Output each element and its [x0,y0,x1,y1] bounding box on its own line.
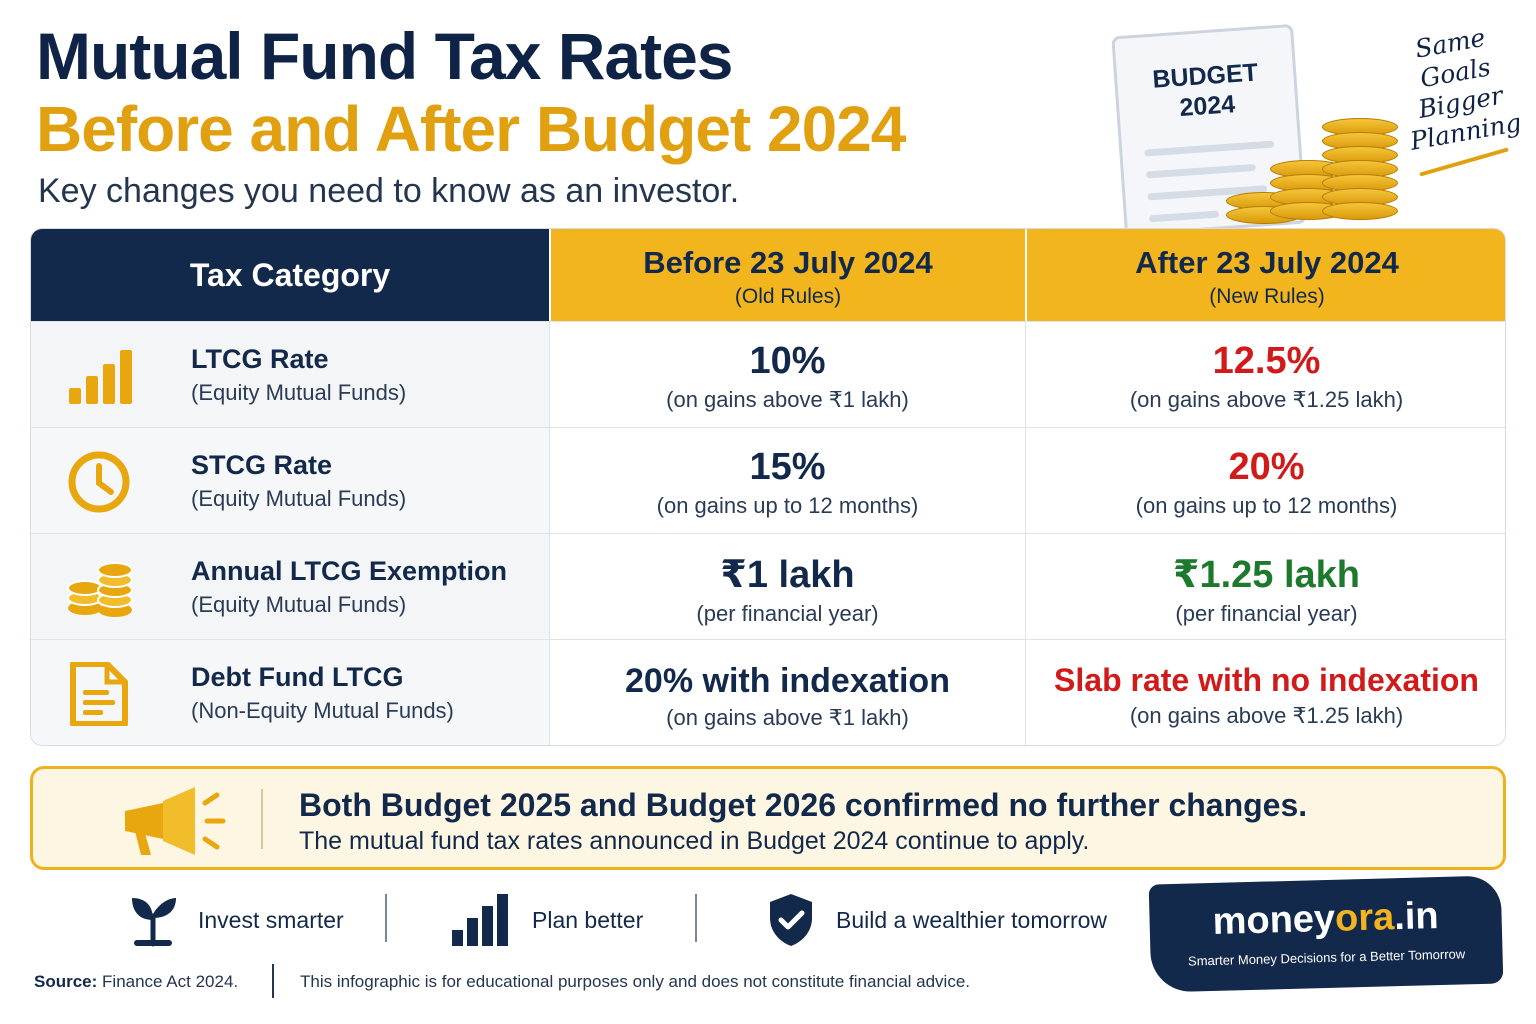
bar-chart-icon [69,350,132,404]
after-note: (per financial year) [1175,601,1358,626]
after-value: Slab rate with no indexation [1054,662,1479,698]
tagline-divider [385,894,387,942]
banner-title: Both Budget 2025 and Budget 2026 confirm… [299,787,1308,823]
footer-disclaimer: This infographic is for educational purp… [300,972,971,991]
header-after: After 23 July 2024 (New Rules) [1025,229,1505,321]
category-subtitle: (Equity Mutual Funds) [191,486,407,511]
before-cell: 15% (on gains up to 12 months) [549,428,1025,534]
category-cell: Debt Fund LTCG (Non-Equity Mutual Funds) [31,640,549,745]
tagline-label: Build a wealthier tomorrow [836,906,1108,933]
document-icon [70,662,128,726]
sprout-icon [132,898,176,947]
header-tax-category: Tax Category [31,229,549,321]
page-subtitle: Key changes you need to know as an inves… [38,172,740,210]
after-cell: 12.5% (on gains above ₹1.25 lakh) [1025,322,1505,428]
megaphone-icon [125,787,226,855]
table-header: Tax Category Before 23 July 2024 (Old Ru… [31,229,1505,321]
tax-comparison-table: Tax Category Before 23 July 2024 (Old Ru… [30,228,1506,746]
after-cell: 20% (on gains up to 12 months) [1025,428,1505,534]
before-cell: 20% with indexation (on gains above ₹1 l… [549,640,1025,745]
table-row: LTCG Rate (Equity Mutual Funds) 10% (on … [31,321,1505,428]
before-note: (on gains up to 12 months) [656,493,919,518]
table-row: Debt Fund LTCG (Non-Equity Mutual Funds)… [31,639,1505,745]
before-note: (on gains above ₹1 lakh) [666,387,909,412]
coin-stack-icon [1322,118,1398,220]
footer-source: Source: Finance Act 2024. [34,972,239,991]
category-name: Debt Fund LTCG [191,662,404,692]
category-subtitle: (Equity Mutual Funds) [191,380,407,405]
category-cell: Annual LTCG Exemption (Equity Mutual Fun… [31,534,549,640]
table-row: Annual LTCG Exemption (Equity Mutual Fun… [31,533,1505,640]
after-cell: ₹1.25 lakh (per financial year) [1025,534,1505,640]
category-subtitle: (Non-Equity Mutual Funds) [191,698,454,723]
tagline-invest: Invest smarter [128,890,344,950]
before-cell: ₹1 lakh (per financial year) [549,534,1025,640]
table-row: STCG Rate (Equity Mutual Funds) 15% (on … [31,427,1505,534]
category-cell: STCG Rate (Equity Mutual Funds) [31,428,549,534]
handwritten-note: Same Goals Bigger Planning [1408,22,1524,156]
budget-document-title: BUDGET 2024 [1151,58,1259,122]
update-banner: Both Budget 2025 and Budget 2026 confirm… [30,766,1506,870]
before-cell: 10% (on gains above ₹1 lakh) [549,322,1025,428]
shield-check-icon [770,894,812,946]
after-value: 12.5% [1212,340,1321,382]
page-title: Mutual Fund Tax Rates [36,19,733,93]
tagline-divider [695,894,697,942]
banner-text: The mutual fund tax rates announced in B… [299,827,1090,855]
after-cell: Slab rate with no indexation (on gains a… [1025,640,1505,745]
tagline-wealth: Build a wealthier tomorrow [766,890,1107,950]
after-value: 20% [1228,446,1305,488]
tagline-label: Plan better [532,906,644,933]
category-name: LTCG Rate [191,344,329,374]
header-before: Before 23 July 2024 (Old Rules) [549,229,1025,321]
tagline-label: Invest smarter [198,906,344,933]
tagline-plan: Plan better [450,890,643,950]
before-note: (on gains above ₹1 lakh) [666,705,909,730]
budget-illustration: BUDGET 2024 Same Goals Bigger Planning [1110,10,1530,237]
before-note: (per financial year) [696,601,879,626]
brand-logo: moneyora.in Smarter Money Decisions for … [1148,875,1504,993]
category-name: Annual LTCG Exemption [191,556,507,586]
category-subtitle: (Equity Mutual Funds) [191,592,407,617]
page-title-secondary: Before and After Budget 2024 [36,93,906,165]
before-value: 15% [749,446,826,488]
before-value: ₹1 lakh [720,554,855,596]
coins-icon [67,562,133,617]
after-note: (on gains above ₹1.25 lakh) [1129,387,1404,412]
banner-divider [261,789,263,849]
category-name: STCG Rate [191,450,333,480]
category-cell: LTCG Rate (Equity Mutual Funds) [31,322,549,428]
before-value: 10% [749,340,826,382]
bar-chart-icon [452,894,508,946]
clock-icon [68,451,130,513]
brand-name: moneyora.in [1212,895,1440,943]
brand-tagline: Smarter Money Decisions for a Better Tom… [1187,946,1466,969]
after-note: (on gains up to 12 months) [1135,493,1398,518]
after-value: ₹1.25 lakh [1173,554,1360,596]
footer-divider [272,964,274,998]
after-note: (on gains above ₹1.25 lakh) [1129,703,1404,728]
before-value: 20% with indexation [625,662,950,700]
